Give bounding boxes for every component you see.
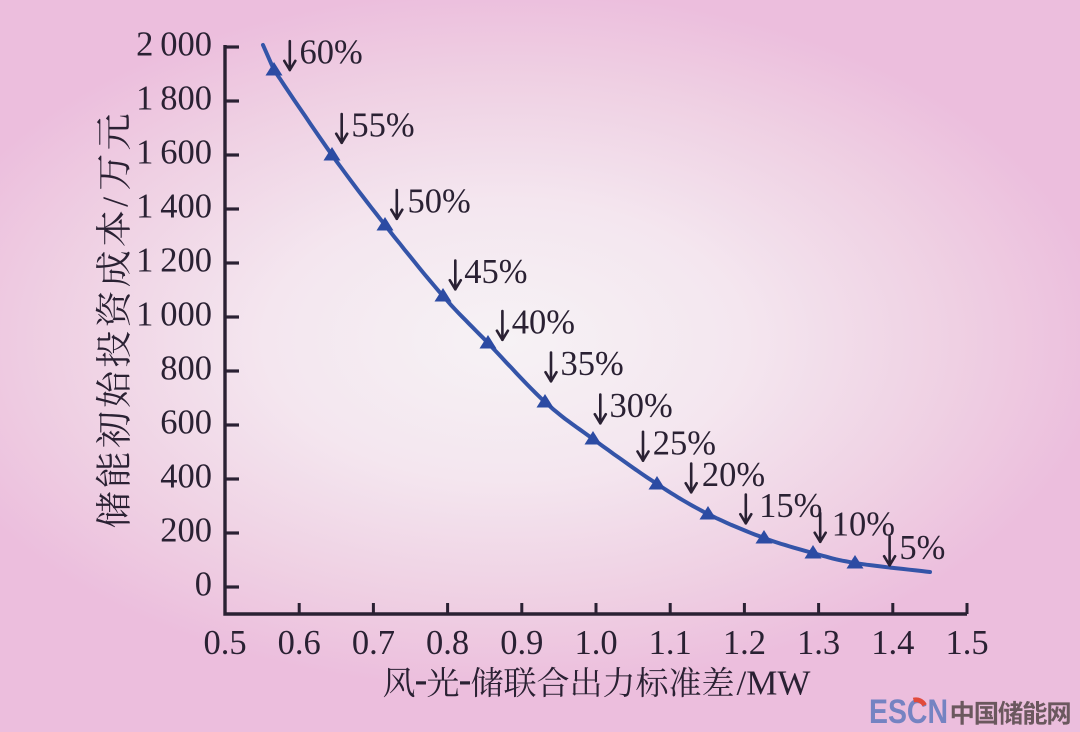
svg-text:200: 200	[160, 511, 212, 549]
svg-text:35%: 35%	[561, 345, 624, 383]
svg-text:15%: 15%	[759, 487, 822, 525]
svg-text:0.8: 0.8	[426, 624, 469, 662]
svg-text:1 800: 1 800	[136, 79, 212, 117]
svg-text:5%: 5%	[899, 529, 945, 567]
svg-text:30%: 30%	[610, 387, 673, 425]
svg-text:10%: 10%	[832, 506, 895, 544]
svg-text:20%: 20%	[702, 456, 765, 494]
svg-text:50%: 50%	[408, 183, 471, 221]
svg-text:1.1: 1.1	[649, 624, 692, 662]
svg-text:1.2: 1.2	[723, 624, 766, 662]
svg-text:25%: 25%	[653, 424, 716, 462]
svg-text:0.7: 0.7	[352, 624, 395, 662]
svg-text:0.5: 0.5	[203, 624, 246, 662]
svg-text:45%: 45%	[464, 253, 527, 291]
svg-text:600: 600	[160, 403, 212, 441]
svg-text:1 000: 1 000	[136, 295, 212, 333]
svg-text:1 400: 1 400	[136, 187, 212, 225]
svg-text:ESCN: ESCN	[869, 693, 948, 731]
svg-text:400: 400	[160, 457, 212, 495]
svg-text:0.9: 0.9	[500, 624, 543, 662]
svg-text:0.6: 0.6	[278, 624, 321, 662]
svg-text:1.3: 1.3	[797, 624, 840, 662]
svg-text:1 600: 1 600	[136, 133, 212, 171]
svg-text:/MW: /MW	[737, 664, 811, 703]
svg-text:2 000: 2 000	[136, 25, 212, 63]
svg-text:/: /	[95, 197, 135, 207]
svg-text:60%: 60%	[300, 34, 363, 72]
svg-text:1 200: 1 200	[136, 241, 212, 279]
svg-text:0: 0	[195, 565, 212, 603]
svg-text:40%: 40%	[512, 304, 575, 342]
svg-text:1.5: 1.5	[945, 624, 988, 662]
svg-text:55%: 55%	[351, 107, 414, 145]
svg-text:1.4: 1.4	[871, 624, 914, 662]
svg-text:1.0: 1.0	[574, 624, 617, 662]
svg-text:800: 800	[160, 349, 212, 387]
